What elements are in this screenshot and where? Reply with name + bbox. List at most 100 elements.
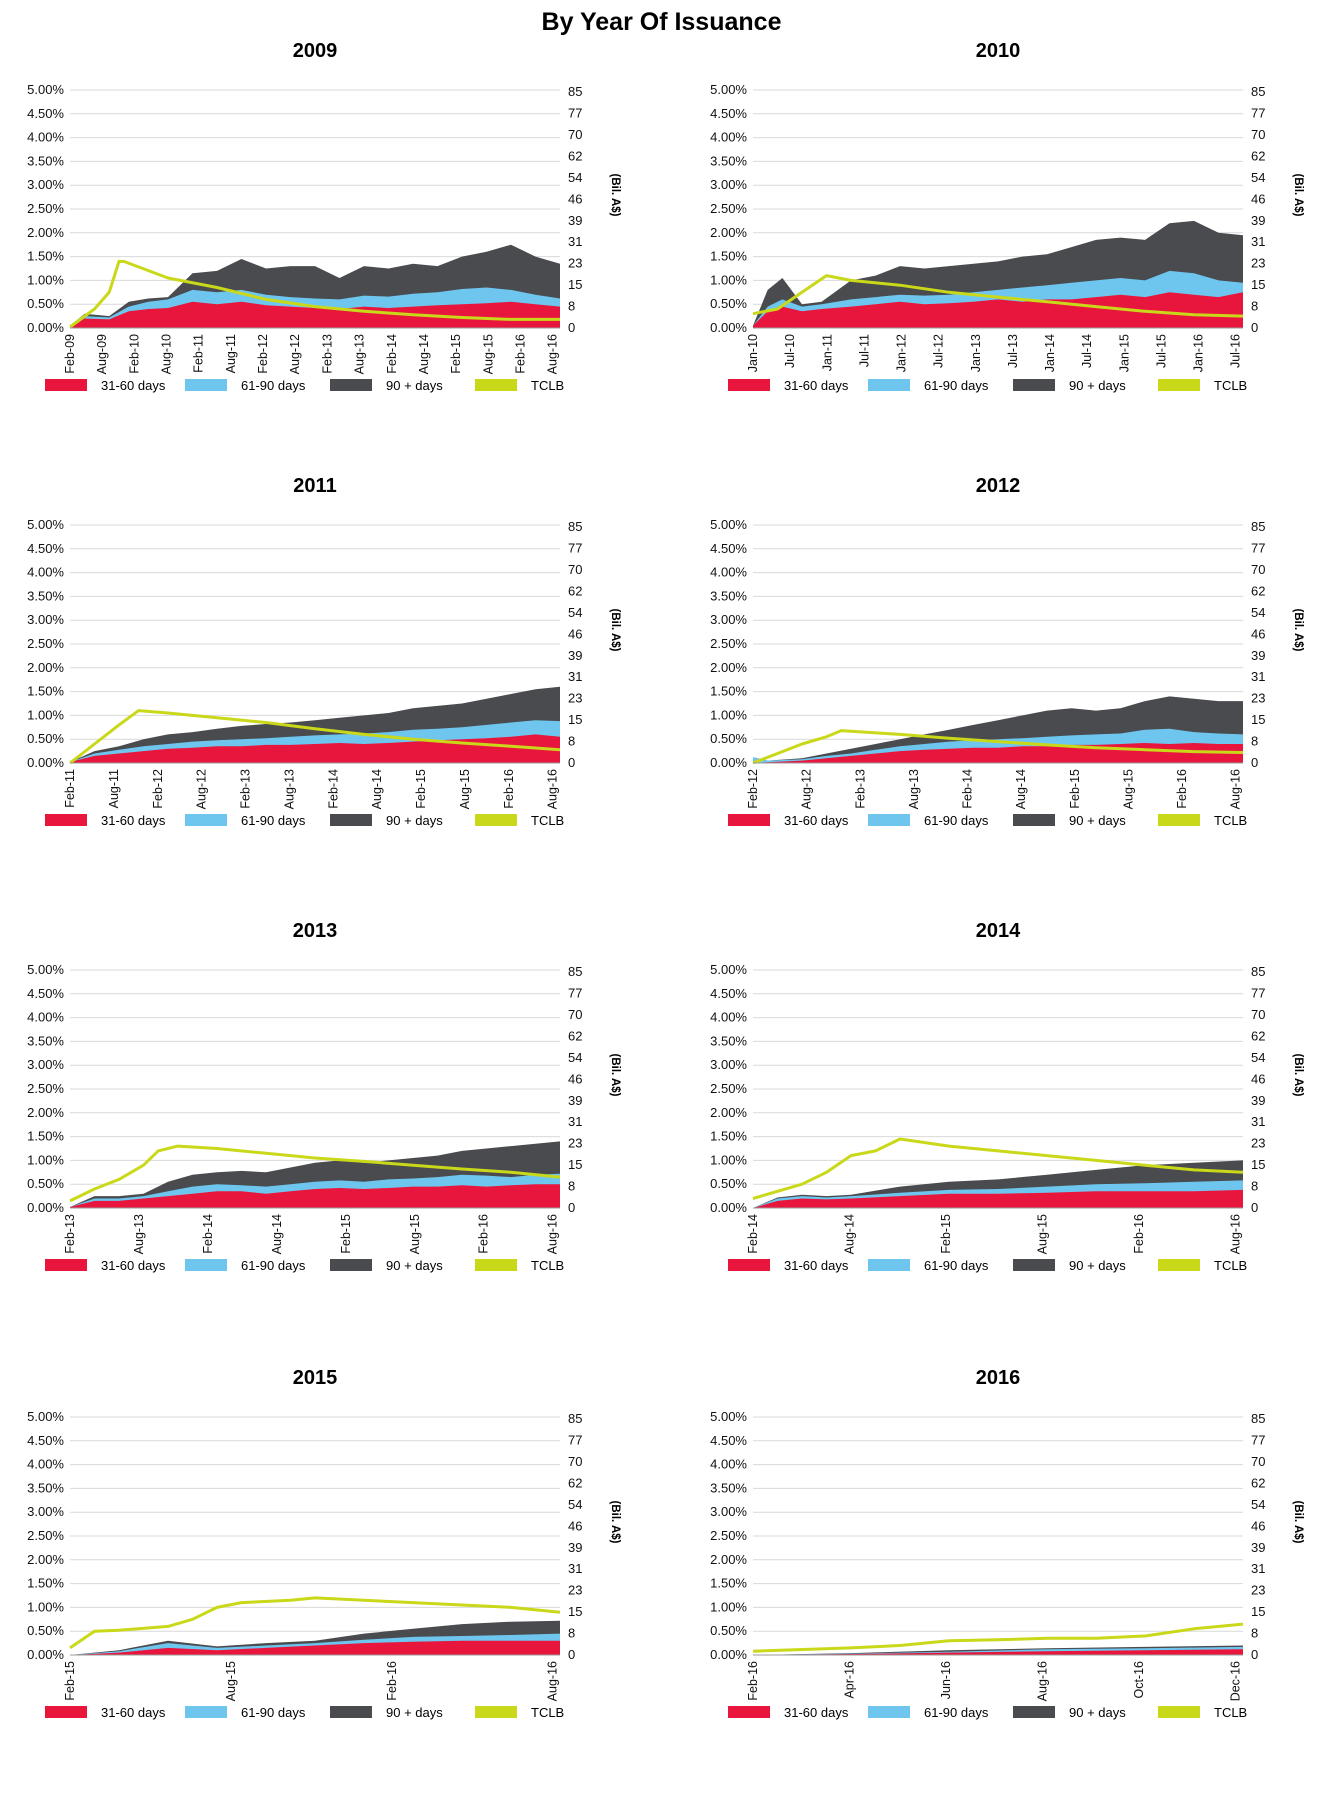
y-right-label: (Bil. A$): [609, 1053, 621, 1096]
y-right-tick: 31: [1251, 234, 1265, 249]
x-tick: Feb-13: [320, 334, 334, 374]
y-left-tick: 1.00%: [27, 272, 64, 287]
legend-label: TCLB: [1214, 1705, 1247, 1720]
x-tick: Jan-10: [746, 334, 760, 372]
y-left-tick: 4.50%: [710, 541, 747, 556]
area-31-60-days: [753, 1649, 1243, 1655]
x-tick: Aug-13: [282, 769, 296, 809]
x-tick: Aug-11: [107, 769, 121, 808]
legend-swatch: [868, 379, 910, 391]
y-left-tick: 1.50%: [27, 1576, 64, 1591]
y-right-tick: 54: [568, 605, 582, 620]
y-right-tick: 39: [568, 1093, 582, 1108]
x-tick: Aug-16: [546, 1214, 560, 1254]
y-left-tick: 2.50%: [27, 1528, 64, 1543]
chart-panel-2009: 2009 0.00% 0.50% 1.00% 1.50% 2.00% 2.50% 3.00% 3…: [0, 35, 640, 475]
chart-panel-2010: 2010 0.00% 0.50% 1.00% 1.50% 2.00% 2.50% 3.00% 3…: [683, 35, 1323, 475]
x-tick: Jul-12: [932, 334, 946, 368]
chart-title: 2013: [293, 920, 338, 942]
y-left-tick: 3.00%: [710, 177, 747, 192]
y-right-tick: 70: [568, 1454, 582, 1469]
x-tick: Aug-12: [800, 769, 814, 809]
y-left-tick: 3.00%: [27, 177, 64, 192]
y-right-tick: 8: [1251, 1626, 1258, 1641]
x-tick: Aug-12: [288, 334, 302, 374]
area-31-60-days: [70, 1184, 560, 1208]
legend-swatch: [475, 1706, 517, 1718]
legend-swatch: [1013, 379, 1055, 391]
legend-label: 31-60 days: [101, 1705, 166, 1720]
y-right-tick: 46: [568, 1071, 582, 1086]
legend-swatch: [45, 1706, 87, 1718]
y-right-tick: 0: [568, 1200, 575, 1215]
y-right-tick: 70: [1251, 127, 1265, 142]
y-right-tick: 39: [568, 213, 582, 228]
y-right-tick: 8: [568, 734, 575, 749]
y-left-tick: 3.00%: [710, 1504, 747, 1519]
y-left-tick: 1.50%: [710, 1576, 747, 1591]
y-right-tick: 54: [1251, 605, 1265, 620]
chart-title: 2014: [976, 920, 1021, 942]
y-right-label: (Bil. A$): [609, 173, 621, 216]
y-left-tick: 3.50%: [710, 1033, 747, 1048]
y-right-label: (Bil. A$): [1292, 173, 1304, 216]
legend-label: 31-60 days: [101, 378, 166, 393]
chart-panel-2012: 2012 0.00% 0.50% 1.00% 1.50% 2.00% 2.50% 3.00% 3…: [683, 470, 1323, 910]
x-tick: Feb-13: [239, 769, 253, 809]
legend-swatch: [1013, 1706, 1055, 1718]
y-right-tick: 31: [568, 669, 582, 684]
x-tick: Feb-14: [326, 769, 340, 809]
chart-panel-2013: 2013 0.00% 0.50% 1.00% 1.50% 2.00% 2.50% 3.00% 3…: [0, 915, 640, 1355]
y-left-tick: 0.50%: [27, 1623, 64, 1638]
legend-label: 90 + days: [386, 1258, 443, 1273]
x-tick: Feb-11: [192, 334, 206, 373]
y-left-tick: 2.00%: [27, 1552, 64, 1567]
y-left-tick: 3.50%: [710, 153, 747, 168]
legend-label: 90 + days: [1069, 378, 1126, 393]
y-right-label: (Bil. A$): [609, 608, 621, 651]
y-right-tick: 0: [568, 755, 575, 770]
y-right-tick: 70: [1251, 1454, 1265, 1469]
y-right-tick: 23: [568, 1583, 582, 1598]
y-right-label: (Bil. A$): [1292, 1053, 1304, 1096]
x-tick: Jul-15: [1154, 334, 1168, 368]
y-left-tick: 2.00%: [27, 1105, 64, 1120]
x-tick: Aug-13: [907, 769, 921, 809]
x-tick: Oct-16: [1132, 1661, 1146, 1699]
y-right-tick: 62: [1251, 148, 1265, 163]
y-right-tick: 31: [568, 1561, 582, 1576]
y-right-tick: 0: [1251, 1200, 1258, 1215]
chart-title: 2015: [293, 1367, 338, 1389]
y-left-tick: 0.00%: [710, 755, 747, 770]
legend-label: 61-90 days: [924, 813, 989, 828]
legend-swatch: [728, 379, 770, 391]
chart-2016: 2016 0.00% 0.50% 1.00% 1.50% 2.00% 2.50% 3.00% 3…: [710, 1367, 1304, 1720]
legend-swatch: [45, 379, 87, 391]
legend-swatch: [330, 814, 372, 826]
y-right-label: (Bil. A$): [1292, 1500, 1304, 1543]
y-right-label: (Bil. A$): [609, 1500, 621, 1543]
y-left-tick: 3.00%: [27, 1504, 64, 1519]
x-tick: Feb-15: [1068, 769, 1082, 809]
y-left-tick: 0.00%: [27, 755, 64, 770]
y-left-tick: 4.50%: [27, 986, 64, 1001]
x-tick: Aug-14: [843, 1214, 857, 1254]
y-left-tick: 0.50%: [27, 731, 64, 746]
legend-swatch: [868, 1259, 910, 1271]
y-right-tick: 39: [1251, 213, 1265, 228]
legend-label: 90 + days: [1069, 813, 1126, 828]
y-right-tick: 23: [568, 256, 582, 271]
y-right-tick: 31: [1251, 1561, 1265, 1576]
legend-swatch: [330, 1706, 372, 1718]
legend-label: TCLB: [531, 378, 564, 393]
x-tick: Feb-11: [63, 769, 77, 808]
y-left-tick: 4.00%: [710, 1457, 747, 1472]
legend-label: TCLB: [531, 1258, 564, 1273]
x-tick: Aug-14: [270, 1214, 284, 1254]
y-left-tick: 0.00%: [710, 320, 747, 335]
legend-label: 61-90 days: [241, 378, 306, 393]
y-right-tick: 85: [1251, 964, 1265, 979]
chart-2009: 2009 0.00% 0.50% 1.00% 1.50% 2.00% 2.50% 3.00% 3…: [27, 40, 621, 393]
y-right-tick: 62: [568, 1475, 582, 1490]
legend-swatch: [475, 814, 517, 826]
